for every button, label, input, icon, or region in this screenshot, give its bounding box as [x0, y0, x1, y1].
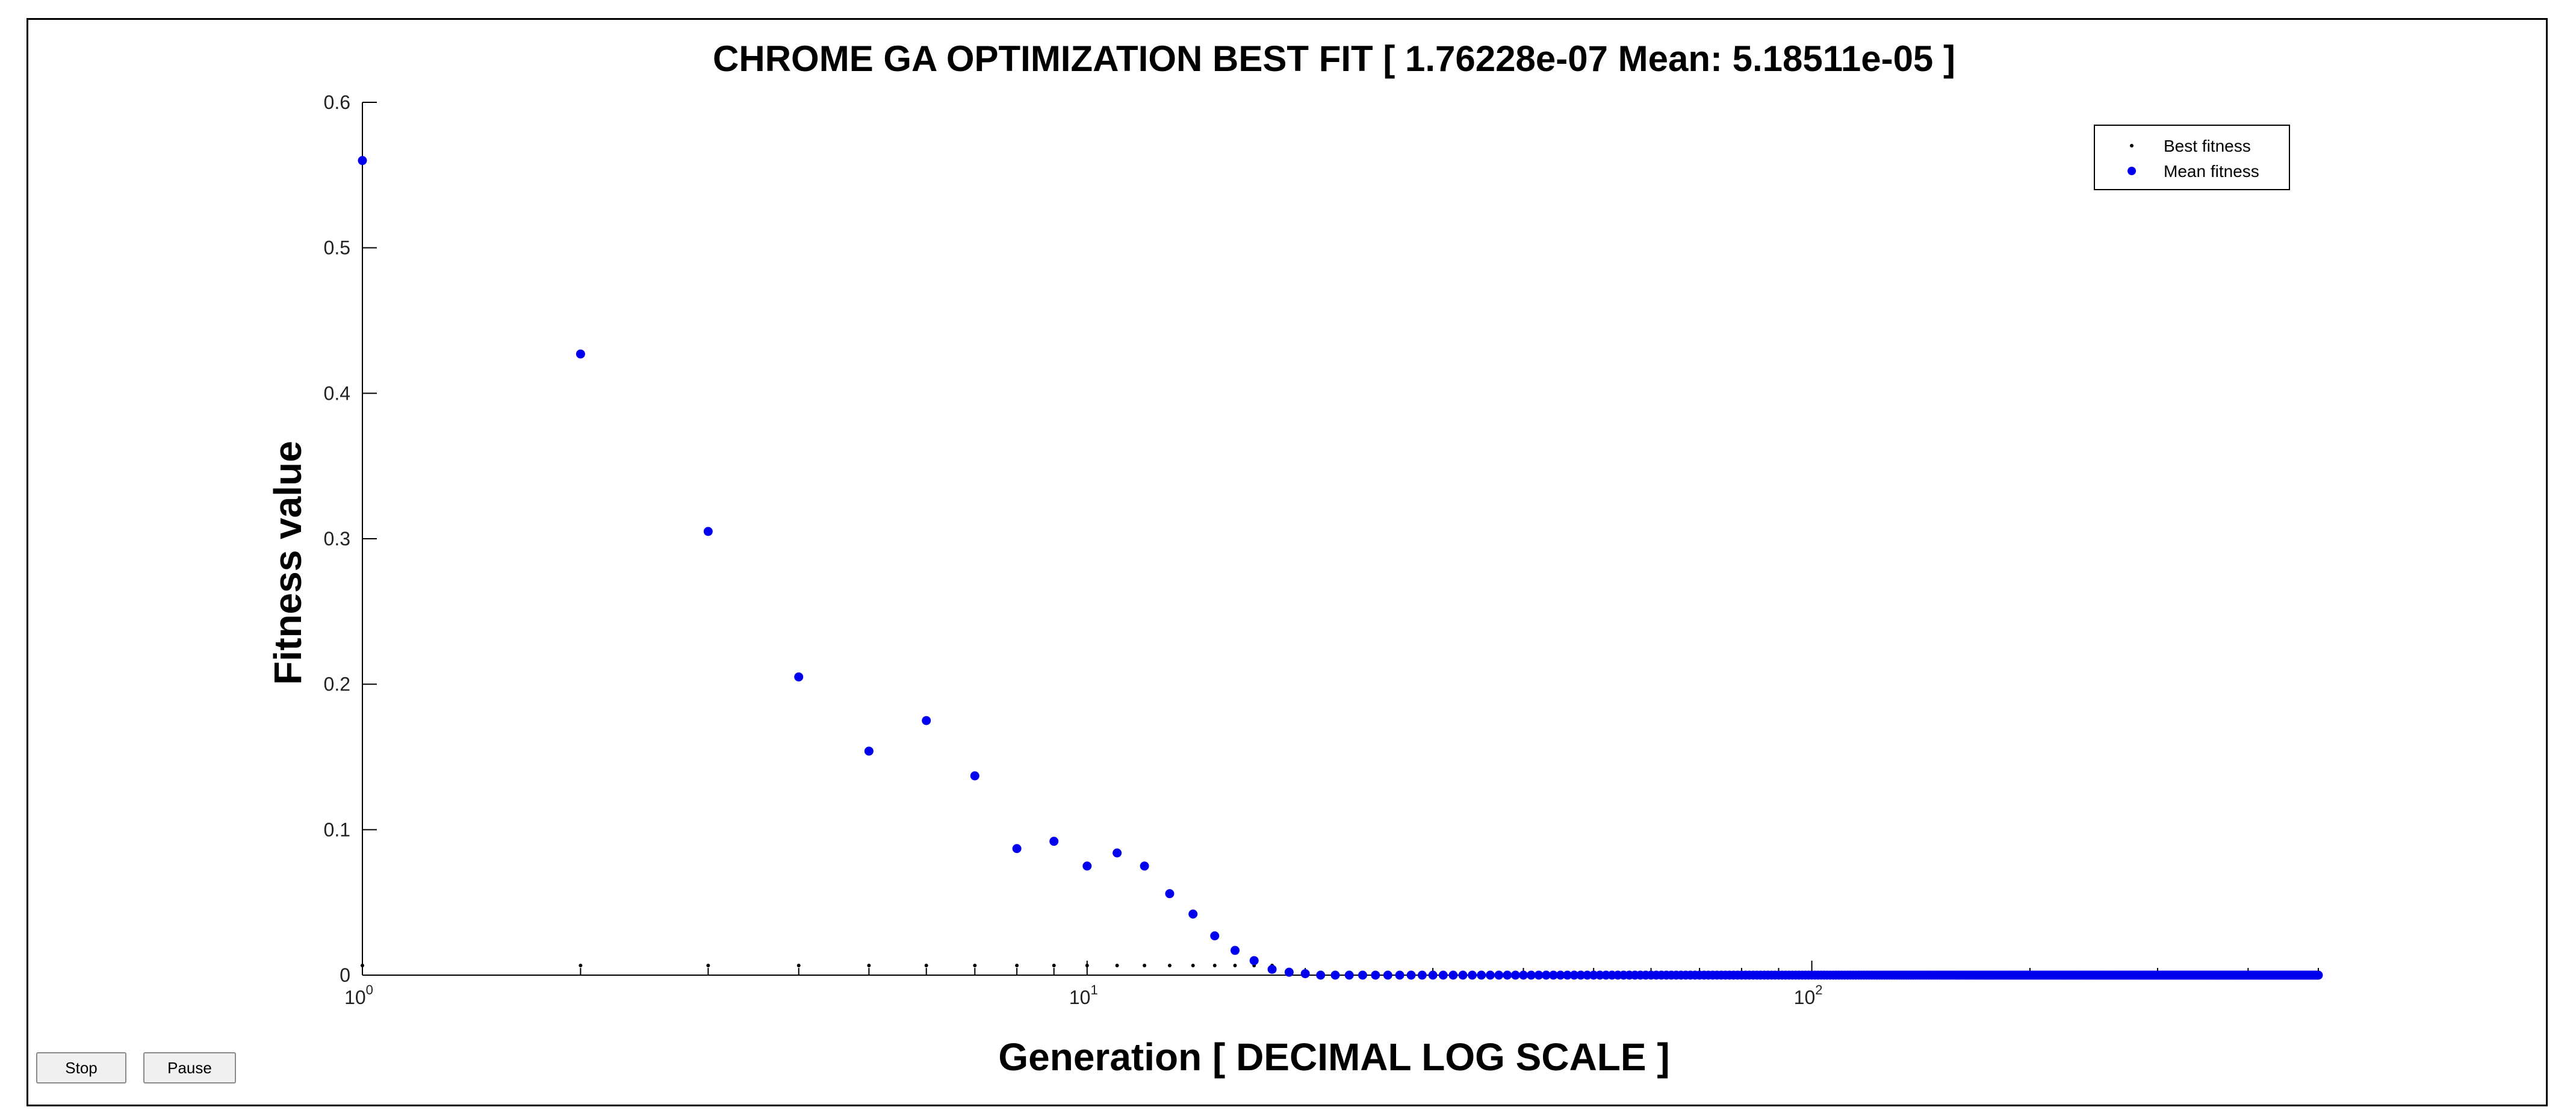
- x-tick-label: 100: [344, 982, 373, 1008]
- mean-fitness-point: [1526, 970, 1536, 980]
- mean-fitness-point: [1165, 889, 1175, 899]
- pause-button[interactable]: Pause: [143, 1052, 236, 1083]
- mean-fitness-point: [1395, 970, 1404, 980]
- mean-fitness-point: [1406, 970, 1416, 980]
- mean-fitness-point: [1519, 970, 1529, 980]
- mean-fitness-point: [794, 672, 804, 682]
- mean-fitness-point: [1371, 970, 1380, 980]
- mean-fitness-point: [1485, 970, 1495, 980]
- mean-fitness-point: [1583, 970, 1592, 980]
- best-fitness-point: [579, 964, 583, 967]
- legend-mean-marker: [2128, 167, 2136, 175]
- best-fitness-point: [924, 964, 928, 967]
- mean-fitness-point: [1358, 970, 1367, 980]
- mean-fitness-point: [1438, 970, 1448, 980]
- y-tick-label: 0: [340, 964, 350, 986]
- mean-fitness-point: [1510, 970, 1520, 980]
- mean-fitness-point: [1383, 970, 1392, 980]
- y-axis-label: Fitness value: [266, 441, 309, 685]
- mean-fitness-point: [1049, 837, 1059, 846]
- mean-fitness-point: [1012, 844, 1022, 854]
- legend-best-label: Best fitness: [2164, 137, 2251, 155]
- mean-fitness-point: [864, 746, 874, 756]
- mean-fitness-point: [1082, 861, 1092, 871]
- mean-fitness-point: [1140, 861, 1149, 871]
- best-fitness-point: [1167, 964, 1172, 967]
- mean-fitness-point: [970, 771, 979, 781]
- mean-fitness-point: [1541, 970, 1551, 980]
- chart-title: CHROME GA OPTIMIZATION BEST FIT [ 1.7622…: [713, 39, 1955, 79]
- best-fitness-point: [973, 964, 977, 967]
- mean-fitness-point: [1267, 964, 1277, 974]
- mean-fitness-point: [1458, 970, 1468, 980]
- best-fitness-point: [1233, 964, 1237, 967]
- mean-fitness-point: [2314, 970, 2323, 980]
- x-axis-label: Generation [ DECIMAL LOG SCALE ]: [998, 1035, 1669, 1079]
- legend-mean-label: Mean fitness: [2164, 162, 2259, 181]
- best-fitness-point: [1191, 964, 1195, 967]
- stop-button[interactable]: Stop: [36, 1052, 126, 1083]
- mean-fitness-point: [922, 716, 931, 725]
- legend: Best fitness Mean fitness: [2094, 125, 2290, 190]
- legend-best-marker: [2130, 144, 2134, 147]
- mean-fitness-point: [1589, 970, 1598, 980]
- x-tick-label: 101: [1069, 982, 1098, 1008]
- mean-fitness-point: [1344, 970, 1354, 980]
- mean-fitness-point: [1503, 970, 1512, 980]
- y-tick-label: 0.1: [324, 819, 350, 840]
- best-fitness-point: [1015, 964, 1019, 967]
- mean-fitness-point: [1300, 969, 1310, 979]
- mean-fitness-point: [1284, 967, 1294, 977]
- mean-fitness-point: [1569, 970, 1579, 980]
- mean-fitness-point: [1548, 970, 1558, 980]
- best-fitness-point: [1143, 964, 1147, 967]
- y-tick-label: 0.5: [324, 237, 350, 259]
- best-fitness-point: [1052, 964, 1056, 967]
- best-fitness-point: [1085, 964, 1089, 967]
- mean-fitness-point: [703, 527, 713, 536]
- mean-fitness-point: [576, 349, 585, 359]
- y-tick-label: 0.2: [324, 674, 350, 695]
- legend-box: [2094, 125, 2290, 190]
- mean-fitness-point: [1448, 970, 1458, 980]
- mean-fitness-point: [1188, 910, 1198, 919]
- best-fitness-point: [361, 964, 364, 967]
- best-fitness-point: [867, 964, 871, 967]
- mean-fitness-point: [1417, 970, 1427, 980]
- mean-fitness-point: [1316, 970, 1326, 980]
- mean-fitness-point: [1210, 931, 1220, 941]
- mean-fitness-point: [1468, 970, 1477, 980]
- mean-fitness-point: [1563, 970, 1572, 980]
- mean-fitness-point: [1576, 970, 1586, 980]
- y-tick-label: 0.6: [324, 91, 350, 113]
- mean-fitness-point: [1556, 970, 1565, 980]
- mean-fitness-point: [1534, 970, 1544, 980]
- mean-fitness-point: [1231, 946, 1240, 955]
- mean-fitness-point: [1249, 956, 1259, 966]
- y-tick-label: 0.3: [324, 528, 350, 550]
- mean-fitness-point: [358, 156, 367, 166]
- y-tick-label: 0.4: [324, 382, 350, 404]
- best-fitness-point: [1212, 964, 1217, 967]
- mean-fitness-point: [1428, 970, 1438, 980]
- best-fitness-point: [1115, 964, 1119, 967]
- mean-fitness-point: [1477, 970, 1486, 980]
- best-fitness-point: [796, 964, 801, 967]
- best-fitness-point: [706, 964, 710, 967]
- x-tick-label: 102: [1794, 982, 1823, 1008]
- mean-fitness-point: [1330, 970, 1340, 980]
- mean-fitness-point: [1494, 970, 1504, 980]
- mean-fitness-point: [1113, 848, 1122, 858]
- figure-frame: [26, 18, 2548, 1106]
